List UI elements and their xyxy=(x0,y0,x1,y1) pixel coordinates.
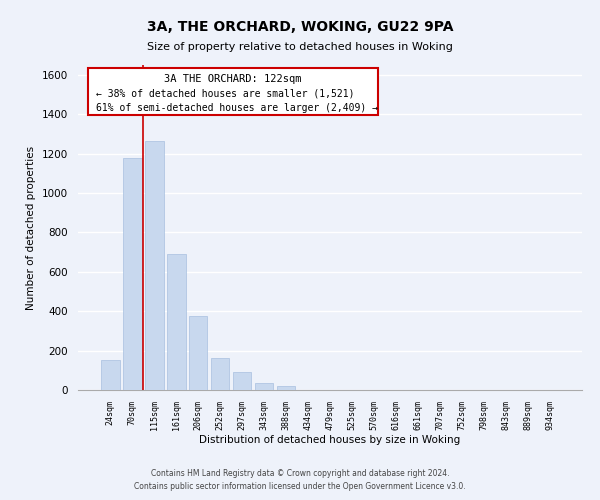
Text: ← 38% of detached houses are smaller (1,521): ← 38% of detached houses are smaller (1,… xyxy=(95,88,354,99)
Bar xyxy=(189,316,208,390)
Text: Contains HM Land Registry data © Crown copyright and database right 2024.: Contains HM Land Registry data © Crown c… xyxy=(151,468,449,477)
Text: 61% of semi-detached houses are larger (2,409) →: 61% of semi-detached houses are larger (… xyxy=(95,103,377,113)
Text: 3A THE ORCHARD: 122sqm: 3A THE ORCHARD: 122sqm xyxy=(164,74,302,84)
Bar xyxy=(255,383,274,390)
Bar xyxy=(145,141,164,390)
Bar xyxy=(233,372,251,390)
Bar xyxy=(167,254,185,390)
Bar xyxy=(123,158,142,390)
Text: Size of property relative to detached houses in Woking: Size of property relative to detached ho… xyxy=(147,42,453,52)
Bar xyxy=(277,386,295,390)
Text: 3A, THE ORCHARD, WOKING, GU22 9PA: 3A, THE ORCHARD, WOKING, GU22 9PA xyxy=(147,20,453,34)
Text: Contains public sector information licensed under the Open Government Licence v3: Contains public sector information licen… xyxy=(134,482,466,491)
FancyBboxPatch shape xyxy=(88,68,378,116)
X-axis label: Distribution of detached houses by size in Woking: Distribution of detached houses by size … xyxy=(199,436,461,446)
Bar xyxy=(211,358,229,390)
Y-axis label: Number of detached properties: Number of detached properties xyxy=(26,146,37,310)
Bar xyxy=(101,360,119,390)
